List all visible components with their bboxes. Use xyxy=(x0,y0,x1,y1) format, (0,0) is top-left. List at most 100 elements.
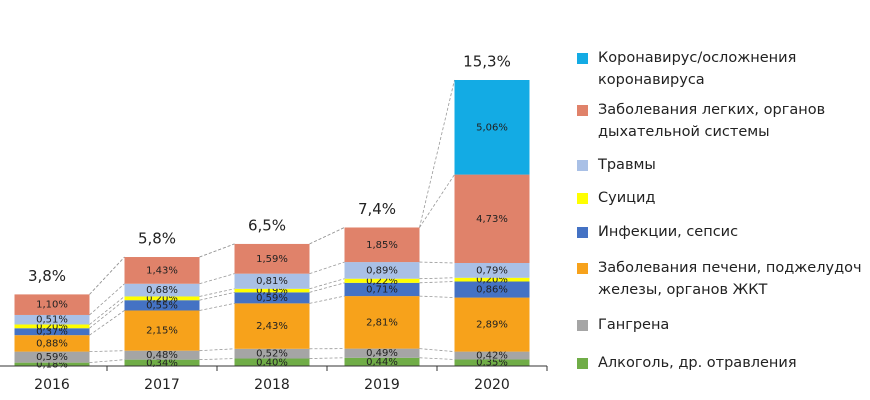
bar-segment xyxy=(454,174,530,264)
bar-segment xyxy=(454,281,530,298)
bar-segment xyxy=(234,288,310,293)
value-label: 0,40% xyxy=(256,357,288,368)
connector xyxy=(419,261,455,264)
bar-segment xyxy=(124,283,200,297)
connector xyxy=(199,358,235,361)
bar-segment xyxy=(14,324,90,329)
legend-label: Алкоголь, др. отравления xyxy=(598,355,797,371)
connector xyxy=(419,174,455,228)
bar-segment xyxy=(344,357,420,366)
x-tick-label: 2016 xyxy=(34,377,70,393)
legend-label: Гангрена xyxy=(598,317,670,333)
bar-segment xyxy=(454,351,530,360)
legend-label: Инфекции, сепсис xyxy=(598,224,739,240)
connector xyxy=(199,273,235,285)
connector xyxy=(89,296,125,325)
value-label: 0,20% xyxy=(36,321,68,332)
total-label: 15,3% xyxy=(463,53,511,71)
connector xyxy=(419,277,455,280)
legend-item: Суицид xyxy=(577,187,862,209)
legend-label: Заболевания печени, поджелудоч железы, о… xyxy=(598,260,862,298)
value-label: 1,59% xyxy=(256,254,288,265)
legend-swatch xyxy=(577,105,588,116)
connector xyxy=(89,283,125,316)
value-label: 1,10% xyxy=(36,300,68,311)
bar-segment xyxy=(14,294,90,315)
bar-segment xyxy=(124,300,200,311)
value-label: 0,79% xyxy=(476,265,508,276)
connector xyxy=(419,281,455,284)
x-tick-label: 2019 xyxy=(364,377,400,393)
bar-segment xyxy=(454,359,530,366)
bar-segment xyxy=(14,335,90,352)
connector xyxy=(309,261,345,275)
value-label: 0,88% xyxy=(36,338,68,349)
bar-segment xyxy=(124,350,200,360)
legend-item: Заболевания легких, органов дыхательной … xyxy=(577,99,862,143)
legend-swatch xyxy=(577,320,588,331)
legend-label: Травмы xyxy=(598,157,656,173)
legend-swatch xyxy=(577,358,588,369)
connector xyxy=(89,299,125,329)
value-label: 0,59% xyxy=(36,352,68,363)
value-label: 0,68% xyxy=(146,285,178,296)
connector xyxy=(89,310,125,336)
connector xyxy=(89,256,125,295)
connector xyxy=(309,357,345,359)
connector xyxy=(309,282,345,293)
bar-segment xyxy=(14,314,90,325)
value-label: 0,51% xyxy=(36,315,68,326)
value-label: 2,89% xyxy=(476,320,508,331)
connector xyxy=(199,291,235,301)
legend-item: Алкоголь, др. отравления xyxy=(577,352,862,374)
legend-label: Суицид xyxy=(598,190,656,206)
bar-segment xyxy=(454,277,530,282)
bar-segment xyxy=(454,263,530,278)
connector xyxy=(309,227,345,245)
value-label: 4,73% xyxy=(476,214,508,225)
bar-segment xyxy=(124,310,200,351)
connector xyxy=(419,348,455,353)
value-label: 0,52% xyxy=(256,349,288,360)
value-label: 0,34% xyxy=(146,358,178,369)
value-label: 2,43% xyxy=(256,321,288,332)
value-label: 0,20% xyxy=(146,293,178,304)
bar-segment xyxy=(344,227,420,263)
value-label: 0,81% xyxy=(256,276,288,287)
bar-segment xyxy=(344,278,420,283)
value-label: 0,55% xyxy=(146,300,178,311)
bar-segment xyxy=(344,262,420,279)
value-label: 2,81% xyxy=(366,317,398,328)
total-label: 3,8% xyxy=(28,267,66,285)
value-label: 5,06% xyxy=(476,122,508,133)
total-label: 5,8% xyxy=(138,230,176,248)
value-label: 0,22% xyxy=(366,276,398,287)
total-label: 6,5% xyxy=(248,216,286,234)
connector xyxy=(199,243,235,258)
bar-segment xyxy=(14,362,90,366)
value-label: 1,43% xyxy=(146,265,178,276)
bar-segment xyxy=(14,328,90,336)
value-label: 0,89% xyxy=(366,265,398,276)
bar-segment xyxy=(124,359,200,366)
connector xyxy=(199,302,235,311)
bar-segment xyxy=(344,282,420,297)
bar-segment xyxy=(344,296,420,349)
legend-item: Заболевания печени, поджелудоч железы, о… xyxy=(577,257,862,301)
legend-item: Травмы xyxy=(577,154,862,176)
x-tick-label: 2017 xyxy=(144,377,180,393)
value-label: 0,59% xyxy=(256,293,288,304)
bar-segment xyxy=(344,348,420,358)
legend-item: Коронавирус/осложнения коронавируса xyxy=(577,47,862,91)
connector xyxy=(309,278,345,290)
legend-swatch xyxy=(577,193,588,204)
legend-swatch xyxy=(577,227,588,238)
connector xyxy=(419,295,455,298)
connector xyxy=(419,357,455,360)
legend-swatch xyxy=(577,263,588,274)
plot: 0,18% 0,34% 0,40% 0,44% 0,35% 0,59% 0,48% 0,52%… xyxy=(0,53,548,393)
legend-label: Коронавирус/осложнения коронавируса xyxy=(598,50,797,88)
legend-swatch xyxy=(577,160,588,171)
connector xyxy=(419,79,455,228)
